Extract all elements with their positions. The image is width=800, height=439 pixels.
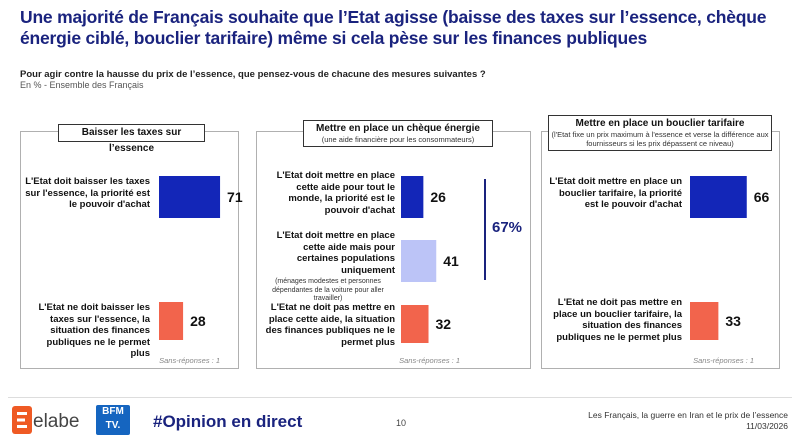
- survey-question: Pour agir contre la hausse du prix de l’…: [20, 69, 486, 80]
- bar-value-label: 33: [725, 313, 741, 329]
- bar-label: L'Etat ne doit baisser les taxes sur l'e…: [38, 302, 150, 359]
- bar-label: L'Etat doit baisser les taxes sur l'esse…: [25, 176, 150, 210]
- panel-note: (une aide financière pour les consommate…: [321, 135, 475, 144]
- no-answer-note: Sans-réponses : 1: [693, 356, 754, 365]
- bracket-total-label: 67%: [492, 219, 522, 236]
- bar-1: [690, 176, 747, 218]
- no-answer-note: Sans-réponses : 1: [399, 356, 460, 365]
- panel-title-text: Mettre en place un bouclier tarifaire: [575, 118, 745, 129]
- page-title: Une majorité de Français souhaite que l’…: [20, 7, 767, 48]
- bar-value-label: 32: [436, 316, 452, 332]
- bar-label: L'Etat ne doit pas mettre en place cette…: [265, 302, 395, 348]
- survey-base: En % - Ensemble des Français: [20, 80, 144, 90]
- chart-bouclier: 66 33: [690, 176, 770, 340]
- bar-label: L'Etat doit mettre en place cette aide p…: [276, 170, 395, 216]
- page-number: 10: [396, 418, 407, 428]
- bar-2: [690, 302, 719, 340]
- panel-taxes: Baisser les taxes sur l’essence L'Etat d…: [20, 124, 243, 369]
- panel-note: (l'Etat fixe un prix maximum à l'essence…: [551, 130, 769, 148]
- bar-label-note: (ménages modestes et personnes dépendant…: [272, 278, 384, 302]
- panel-bouclier: Mettre en place un bouclier tarifaire (l…: [541, 115, 780, 369]
- elabe-logo-icon: [12, 406, 32, 434]
- bar-2: [159, 302, 184, 340]
- no-answer-note: Sans-réponses : 1: [159, 356, 220, 365]
- panel-title-bouclier: Mettre en place un bouclier tarifaire (l…: [548, 115, 772, 151]
- panel-cheque: Mettre en place un chèque énergie (une a…: [256, 120, 531, 369]
- panel-title-taxes: Baisser les taxes sur l’essence: [58, 124, 205, 154]
- chart-taxes: 71 28: [159, 176, 243, 340]
- bar-value-label: 28: [190, 313, 206, 329]
- bar-1: [159, 176, 221, 218]
- footer-divider: [8, 397, 792, 398]
- bar-label: L'Etat ne doit pas mettre en place un bo…: [553, 297, 682, 343]
- panel-title-text: Mettre en place un chèque énergie: [316, 123, 480, 134]
- opinion-hashtag: #Opinion en direct: [153, 412, 303, 431]
- source-date: 11/03/2026: [746, 421, 788, 431]
- bar-label: L'Etat doit mettre en place un bouclier …: [549, 176, 682, 210]
- bfmtv-logo: BFM TV.: [96, 405, 130, 435]
- bar-value-label: 26: [430, 189, 446, 205]
- bar-value-label: 41: [443, 253, 459, 269]
- elabe-logo-text: elabe: [33, 411, 80, 432]
- bar-1: [401, 176, 424, 218]
- panel-title-cheque: Mettre en place un chèque énergie (une a…: [303, 120, 493, 147]
- chart-cheque: 26 41 32 67%: [401, 176, 522, 343]
- source-title: Les Français, la guerre en Iran et le pr…: [588, 410, 788, 420]
- bar-value-label: 66: [754, 189, 770, 205]
- source-info: Les Français, la guerre en Iran et le pr…: [588, 410, 788, 432]
- bfm-text: BFM: [102, 406, 124, 417]
- bar-2: [401, 240, 437, 282]
- bar-value-label: 71: [227, 189, 243, 205]
- tv-text: TV.: [105, 420, 121, 431]
- bar-label-with-note: L'Etat doit mettre en place cette aide m…: [261, 230, 395, 304]
- bar-3: [401, 305, 429, 343]
- bar-label-text: L'Etat doit mettre en place cette aide m…: [276, 230, 395, 276]
